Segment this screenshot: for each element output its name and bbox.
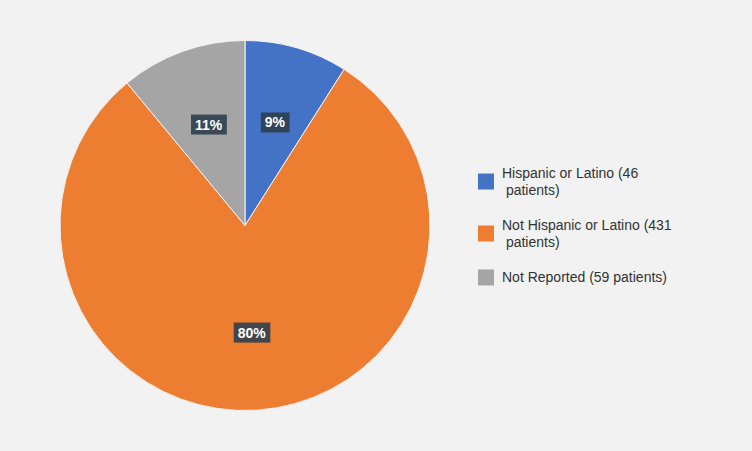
legend-swatch xyxy=(478,174,494,190)
data-label-box xyxy=(261,112,290,132)
data-label-text: 9% xyxy=(265,114,286,130)
data-label: 9% xyxy=(261,112,290,132)
chart: 9% 80% 11% Hispanic or Latino (46 patients)… xyxy=(0,0,752,451)
data-label-box xyxy=(234,323,271,343)
pie xyxy=(60,41,430,411)
data-labels: 9% 80% 11% xyxy=(191,112,290,342)
legend-label: Not Reported (59 patients) xyxy=(502,269,667,285)
legend-swatch xyxy=(478,226,494,242)
legend-label: Hispanic or Latino (46 patients) xyxy=(502,165,638,198)
legend: Hispanic or Latino (46 patients) Not Hisp… xyxy=(478,165,672,286)
data-label-text: 11% xyxy=(195,117,223,133)
pie-slice xyxy=(127,41,245,226)
legend-label: Not Hispanic or Latino (431 patients) xyxy=(502,217,672,250)
legend-swatch xyxy=(478,270,494,286)
data-label-text: 80% xyxy=(238,325,267,341)
background xyxy=(0,0,752,451)
data-label: 80% xyxy=(234,323,271,343)
data-label: 11% xyxy=(191,115,227,135)
data-label-box xyxy=(191,115,227,135)
